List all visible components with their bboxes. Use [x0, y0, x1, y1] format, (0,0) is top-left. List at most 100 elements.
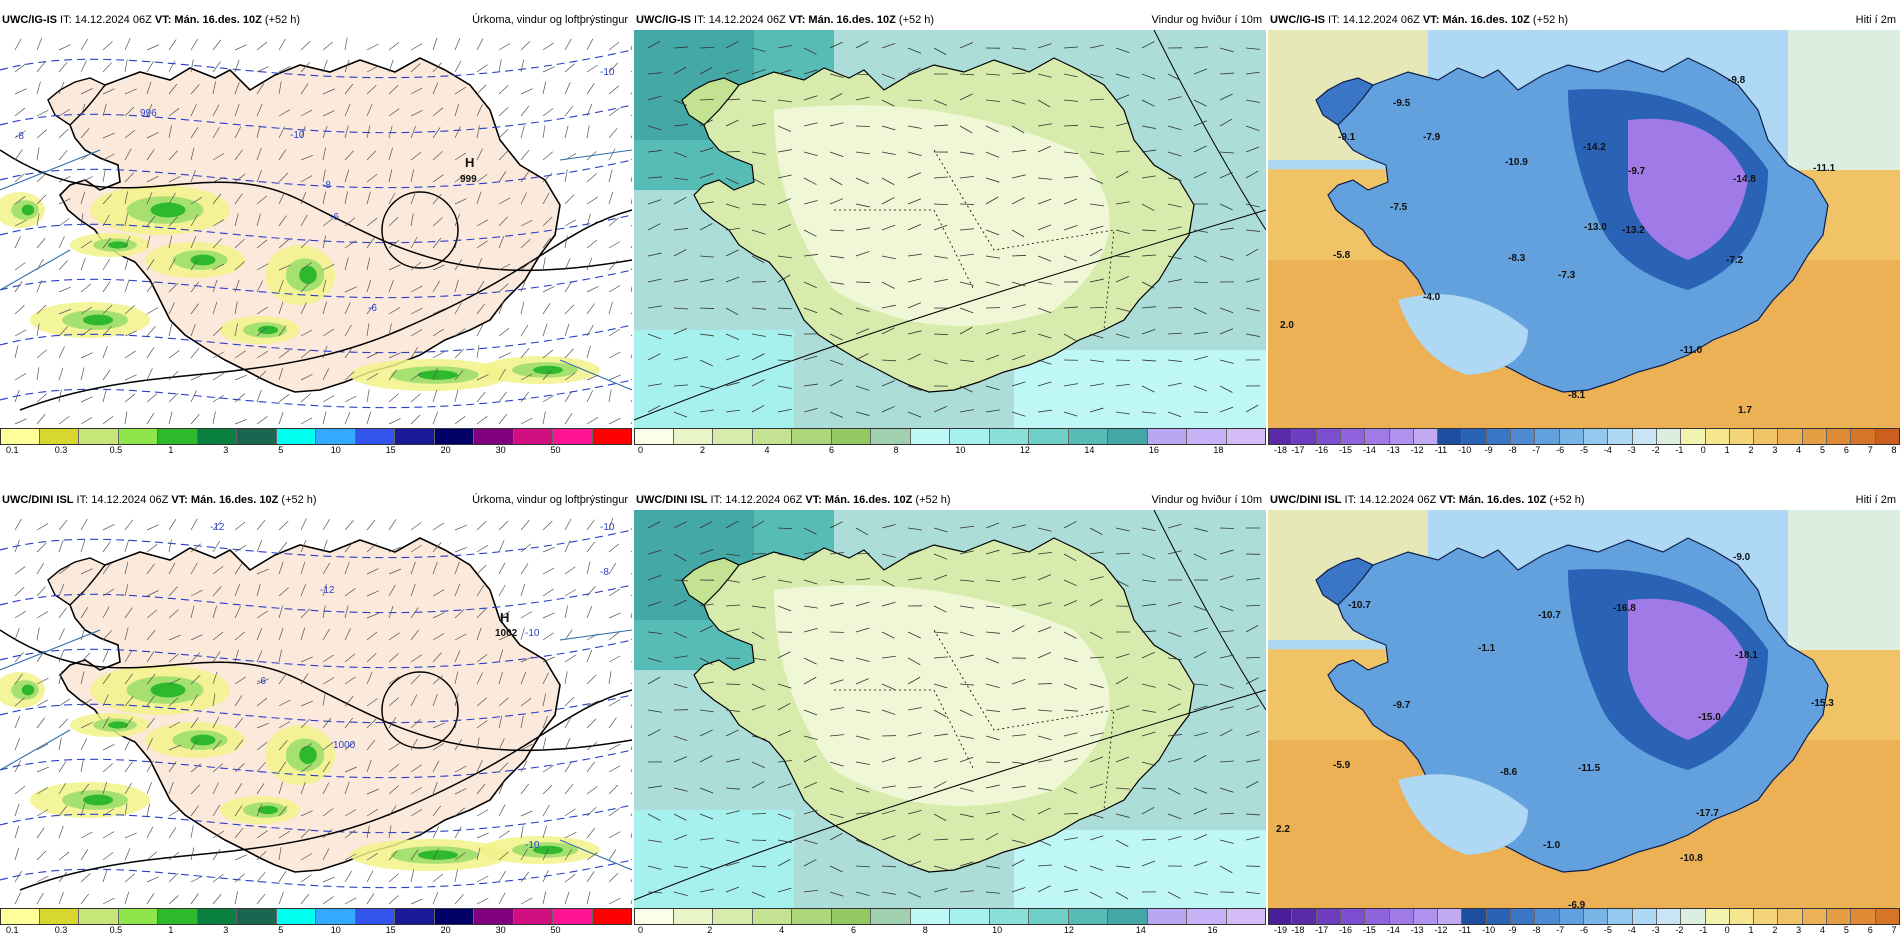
wind-arrow [933, 359, 948, 365]
wind-arrow [1063, 631, 1077, 639]
wind-barb [36, 323, 40, 337]
wind-barb [586, 519, 595, 531]
wind-barb [300, 125, 306, 139]
wind-barb [80, 722, 93, 729]
wind-arrow [959, 605, 974, 609]
wind-arrow [1011, 174, 1026, 179]
wind-arrow [985, 177, 1000, 183]
wind-arrow [1219, 118, 1233, 127]
wind-arrow [673, 124, 688, 127]
wind-arrow [1089, 891, 1103, 899]
temp-isoline [0, 159, 632, 189]
wind-barb [102, 153, 115, 161]
wind-arrow [881, 553, 896, 558]
wind-barb [256, 610, 268, 619]
wind-barb [58, 389, 62, 403]
wind-arrow [1193, 731, 1208, 737]
wind-barb [212, 740, 222, 751]
wind-barb [366, 825, 370, 839]
wind-barb [344, 766, 357, 773]
wind-arrow [1115, 383, 1130, 387]
colorbar-frame [0, 908, 632, 925]
temperature-label: -7.3 [1558, 270, 1576, 281]
temperature-label: -10.7 [1348, 600, 1371, 611]
wind-arrow [1037, 123, 1052, 127]
wind-arrow [803, 755, 817, 763]
wind-barb [168, 562, 176, 575]
colorbar-swatch [316, 908, 356, 925]
colorbar-tick-label: 1 [168, 925, 174, 935]
wind-barb [190, 763, 202, 773]
temperature-label: -16.8 [1613, 603, 1636, 614]
wind-barb [190, 390, 197, 403]
wind-arrow [1011, 149, 1026, 153]
map-panel-3: UWC/IG-IS IT: 14.12.2024 06Z VT: Mán. 16… [1268, 10, 1900, 456]
wind-barb [564, 589, 577, 597]
wind-arrow [1141, 787, 1156, 790]
wind-arrow [855, 307, 870, 312]
wind-arrow [751, 229, 766, 235]
wind-barb [498, 762, 509, 773]
wind-barb [564, 169, 568, 183]
wind-arrow [1219, 47, 1234, 53]
wind-barb [256, 239, 268, 249]
wind-barb [14, 697, 25, 707]
init-time: IT: 14.12.2024 06Z [1341, 494, 1440, 506]
map-svg [634, 510, 1266, 908]
wind-arrow [1141, 149, 1156, 153]
wind-arrow [1193, 683, 1208, 686]
wind-arrow [751, 520, 765, 529]
wind-barb [476, 219, 489, 227]
wind-arrow [803, 676, 817, 685]
colorbar-swatch [831, 908, 871, 925]
wind-barb [168, 83, 178, 95]
wind-barb [388, 108, 400, 117]
wind-barb [630, 345, 632, 359]
wind-barb [344, 217, 356, 227]
wind-barb [124, 305, 135, 315]
wind-barb [410, 393, 421, 403]
wind-arrow [1167, 359, 1182, 362]
wind-barb [168, 192, 176, 205]
wind-arrow [1089, 551, 1104, 555]
wind-arrow [1167, 96, 1182, 101]
wind-barb [300, 583, 307, 597]
wind-arrow [1245, 836, 1260, 841]
wind-barb [520, 347, 530, 359]
temp-isoline [0, 694, 632, 724]
wind-arrow [985, 229, 1000, 236]
wind-arrow [855, 353, 869, 361]
wind-barb [168, 586, 178, 597]
colorbar-swatch [1754, 908, 1779, 925]
wind-barb [124, 279, 130, 293]
wind-arrow [1037, 99, 1051, 108]
wind-arrow [777, 385, 792, 389]
wind-barb [520, 848, 528, 861]
colorbar-tick-label: -19 [1274, 925, 1288, 935]
wind-barb [322, 125, 328, 139]
wind-barb [608, 285, 621, 293]
wind-barb [58, 671, 63, 685]
wind-barb [102, 169, 106, 183]
wind-barb [212, 263, 225, 271]
wind-barb [366, 150, 377, 161]
wind-arrow [1063, 813, 1079, 815]
temp-isoline [0, 324, 632, 354]
wind-barb [58, 891, 64, 905]
wind-barb [586, 741, 598, 751]
colorbar-tick-label: 1 [1748, 925, 1754, 935]
colorbar-tick-label: 20 [440, 925, 451, 935]
wind-barb [36, 147, 40, 161]
wind-arrow [1115, 73, 1130, 79]
wind-barb [344, 520, 354, 531]
wind-barb [608, 717, 617, 729]
wind-barb [146, 281, 156, 293]
wind-barb [300, 656, 313, 663]
wind-barb [212, 873, 224, 883]
wind-barb [388, 805, 397, 817]
wind-arrow [907, 707, 922, 711]
map-svg [0, 30, 632, 428]
colorbar-swatch [1535, 428, 1560, 445]
wind-barb [564, 105, 574, 117]
temp-isoline [0, 104, 632, 134]
